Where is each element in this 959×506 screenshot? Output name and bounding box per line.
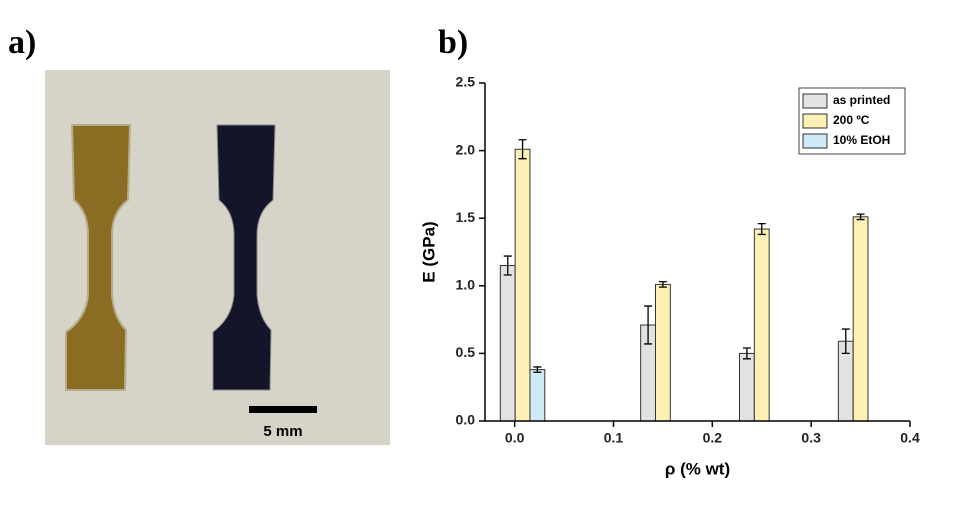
legend-label: as printed [833,93,890,107]
y-tick-label: 1.0 [456,277,476,293]
error-bar [644,305,653,345]
panel-label: a) [8,24,36,61]
y-tick-label: 0.5 [456,344,476,360]
specimen-brown [65,124,132,391]
x-tick-label: 0.0 [505,430,525,446]
legend-label: 10% EtOH [833,133,890,147]
x-axis-label: ρ (% wt) [665,459,730,478]
x-tick-label: 0.1 [604,430,624,446]
bar [514,148,531,422]
legend-label: 200 ºC [833,113,870,127]
legend-swatch [802,93,828,109]
error-bar [856,213,865,221]
y-axis-label: E (GPa) [419,221,438,282]
specimen-black [212,124,276,391]
y-tick-label: 0.0 [456,412,476,428]
scale-label: 5 mm [263,423,302,440]
panel-label: b) [438,24,468,61]
bar [654,283,671,422]
x-tick-label: 0.4 [900,430,920,446]
bar [529,369,546,422]
bar [499,265,516,422]
legend-swatch [802,113,828,129]
scale-bar [249,406,317,413]
error-bar [533,366,542,373]
error-bar [658,281,667,288]
bar [739,352,755,422]
y-tick-label: 2.5 [456,74,476,90]
error-bar [757,222,766,236]
x-tick-label: 0.2 [703,430,723,446]
bar [753,228,770,422]
error-bar [742,347,751,360]
y-tick-label: 1.5 [456,209,476,225]
error-bar [841,328,850,355]
legend-swatch [802,133,828,149]
y-tick-label: 2.0 [456,141,476,157]
photo: 5 mm [45,70,390,445]
error-bar [503,255,512,276]
bar [852,216,869,422]
error-bar [518,139,527,160]
x-tick-label: 0.3 [801,430,821,446]
